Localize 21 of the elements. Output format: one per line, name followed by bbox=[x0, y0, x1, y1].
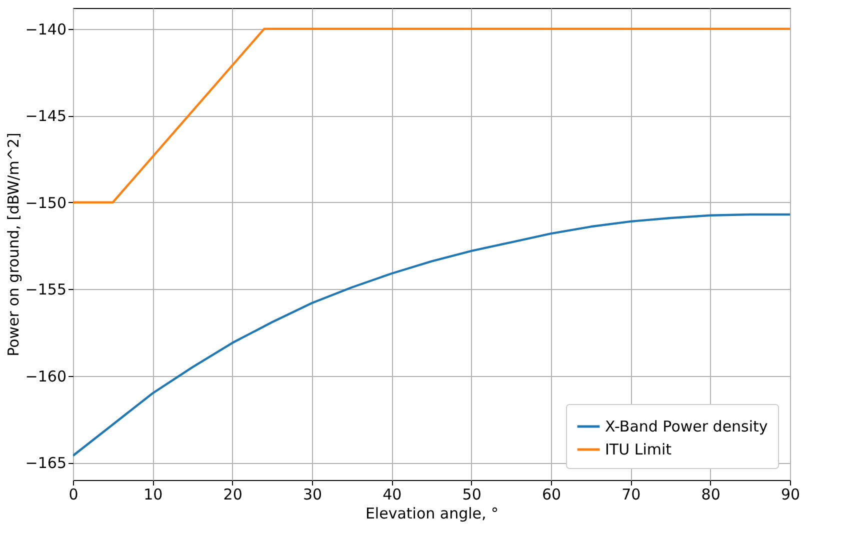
y-tick-label: −165 bbox=[25, 454, 66, 472]
x-tick-label: 60 bbox=[542, 486, 562, 504]
x-axis-title: Elevation angle, ° bbox=[365, 504, 499, 522]
y-axis-title: Power on ground, [dBW/m^2] bbox=[4, 132, 22, 356]
y-tick-label: −140 bbox=[25, 20, 66, 38]
x-tick-label: 10 bbox=[144, 486, 163, 504]
y-tick-label: −150 bbox=[25, 194, 66, 212]
y-tick-label: −160 bbox=[25, 367, 66, 386]
x-tick-label: 0 bbox=[68, 486, 78, 504]
y-tick-label: −155 bbox=[25, 280, 66, 299]
x-tick-label: 20 bbox=[223, 486, 242, 504]
x-tick-label: 40 bbox=[382, 486, 402, 504]
x-tick-label: 70 bbox=[622, 486, 641, 504]
x-tick-label: 30 bbox=[302, 486, 322, 504]
x-tick-label: 80 bbox=[701, 486, 720, 504]
line-series bbox=[73, 213, 790, 457]
legend-label: ITU Limit bbox=[605, 440, 672, 458]
y-tick-label: −145 bbox=[25, 107, 66, 126]
x-tick-label: 50 bbox=[462, 486, 482, 504]
legend-label: X-Band Power density bbox=[605, 418, 768, 436]
x-tick-label: 90 bbox=[780, 486, 800, 504]
